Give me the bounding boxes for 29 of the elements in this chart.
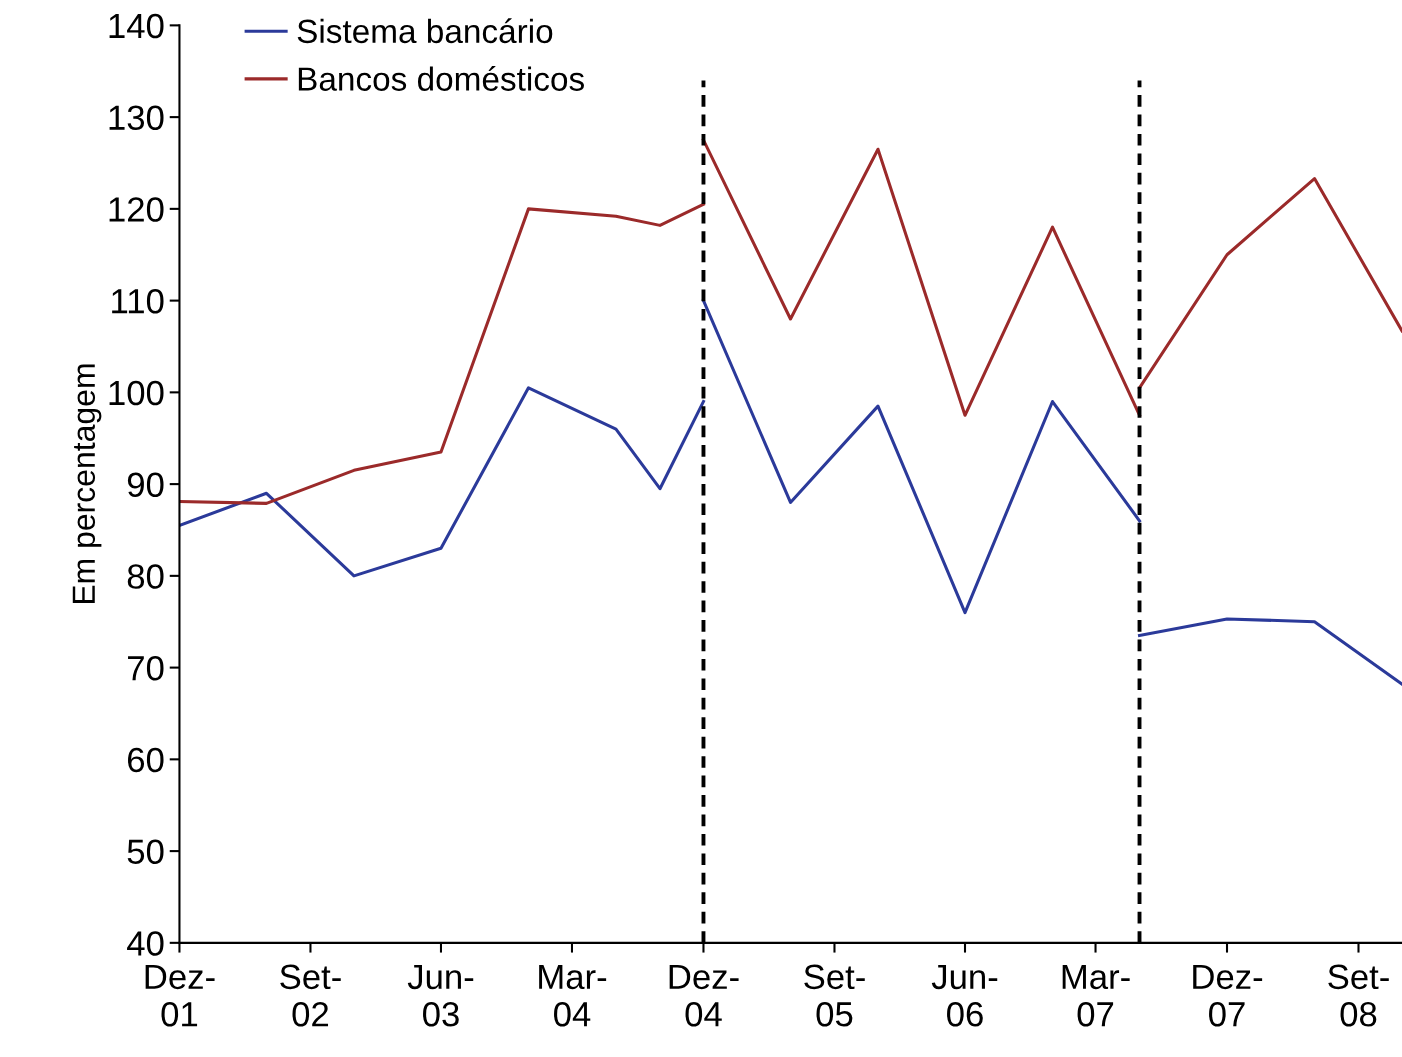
x-tick-label: Jun- 06 bbox=[931, 964, 998, 1027]
line-series bbox=[1137, 617, 1402, 686]
line-series bbox=[179, 386, 705, 578]
x-tick-label: Dez- 07 bbox=[1193, 964, 1263, 1027]
x-tick-label: Set- 05 bbox=[804, 964, 865, 1027]
x-tick-label: Dez- 04 bbox=[669, 964, 739, 1027]
y-tick-label: 100 bbox=[109, 380, 164, 406]
y-tick-label: 120 bbox=[109, 197, 164, 222]
y-tick-label: 50 bbox=[127, 839, 164, 865]
y-tick-label: 80 bbox=[127, 564, 164, 589]
y-tick-label: 70 bbox=[128, 655, 164, 681]
x-tick-label: Mar- 07 bbox=[1062, 964, 1130, 1027]
y-tick-label: 40 bbox=[127, 931, 164, 956]
legend-label: Bancos domésticos bbox=[298, 66, 584, 91]
x-tick-label: Set- 08 bbox=[1328, 964, 1389, 1027]
line-series bbox=[179, 202, 705, 505]
y-tick-label: 110 bbox=[112, 288, 164, 314]
x-tick-label: Dez- 01 bbox=[145, 964, 215, 1027]
legend-label: Sistema bancário bbox=[297, 18, 553, 44]
line-series bbox=[701, 299, 1142, 615]
y-tick-label: 90 bbox=[127, 472, 164, 498]
y-axis-title: Em percentagem bbox=[72, 364, 102, 604]
y-tick-label: 60 bbox=[128, 747, 164, 773]
x-tick-label: Mar- 04 bbox=[539, 964, 607, 1027]
x-tick-label: Jun- 03 bbox=[407, 964, 474, 1027]
x-tick-label: Set- 02 bbox=[280, 964, 341, 1027]
y-tick-label: 140 bbox=[109, 13, 164, 39]
y-tick-label: 130 bbox=[109, 105, 164, 131]
line-series bbox=[1137, 177, 1402, 390]
